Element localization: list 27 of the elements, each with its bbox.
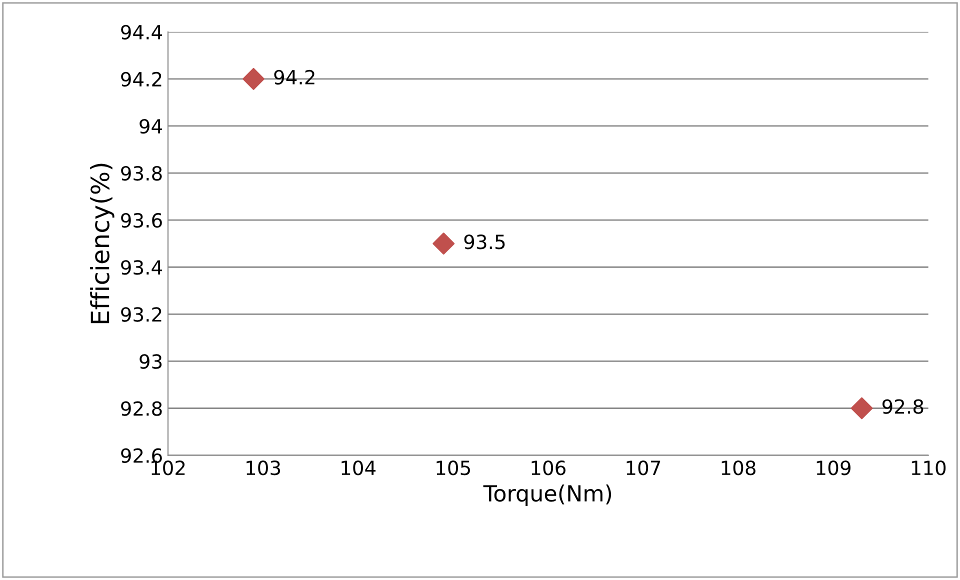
data-label: 92.8 bbox=[882, 399, 924, 414]
x-tick-label: 106 bbox=[532, 460, 566, 476]
y-tick-label: 93.4 bbox=[121, 260, 162, 275]
y-tick-label: 92.6 bbox=[121, 448, 162, 463]
y-tick-label: 93.6 bbox=[121, 213, 162, 228]
y-tick-label: 93.2 bbox=[121, 307, 162, 322]
x-tick-label: 104 bbox=[342, 460, 376, 476]
x-tick-label: 102 bbox=[152, 460, 185, 476]
x-tick-label: 110 bbox=[912, 460, 946, 476]
x-axis-title: Torque(Nm) bbox=[483, 484, 612, 506]
y-tick-label: 94.4 bbox=[121, 24, 162, 40]
y-tick-label: 94 bbox=[140, 118, 162, 134]
y-tick-label: 92.8 bbox=[121, 401, 162, 416]
x-tick-label: 103 bbox=[246, 460, 280, 476]
data-label: 94.2 bbox=[274, 70, 314, 85]
point bbox=[242, 68, 265, 90]
x-tick-label: 109 bbox=[816, 460, 850, 476]
data-label: 93.5 bbox=[464, 234, 505, 250]
x-tick-label: 108 bbox=[722, 460, 756, 476]
y-tick-label: 94.2 bbox=[121, 72, 162, 87]
y-axis-title: Efficiency(%) bbox=[90, 164, 114, 324]
x-tick-label: 107 bbox=[626, 460, 660, 476]
y-tick-label: 93.8 bbox=[121, 166, 162, 181]
y-tick-label: 93 bbox=[140, 354, 162, 369]
point bbox=[432, 232, 455, 255]
point bbox=[850, 397, 873, 420]
x-tick-label: 105 bbox=[436, 460, 470, 476]
